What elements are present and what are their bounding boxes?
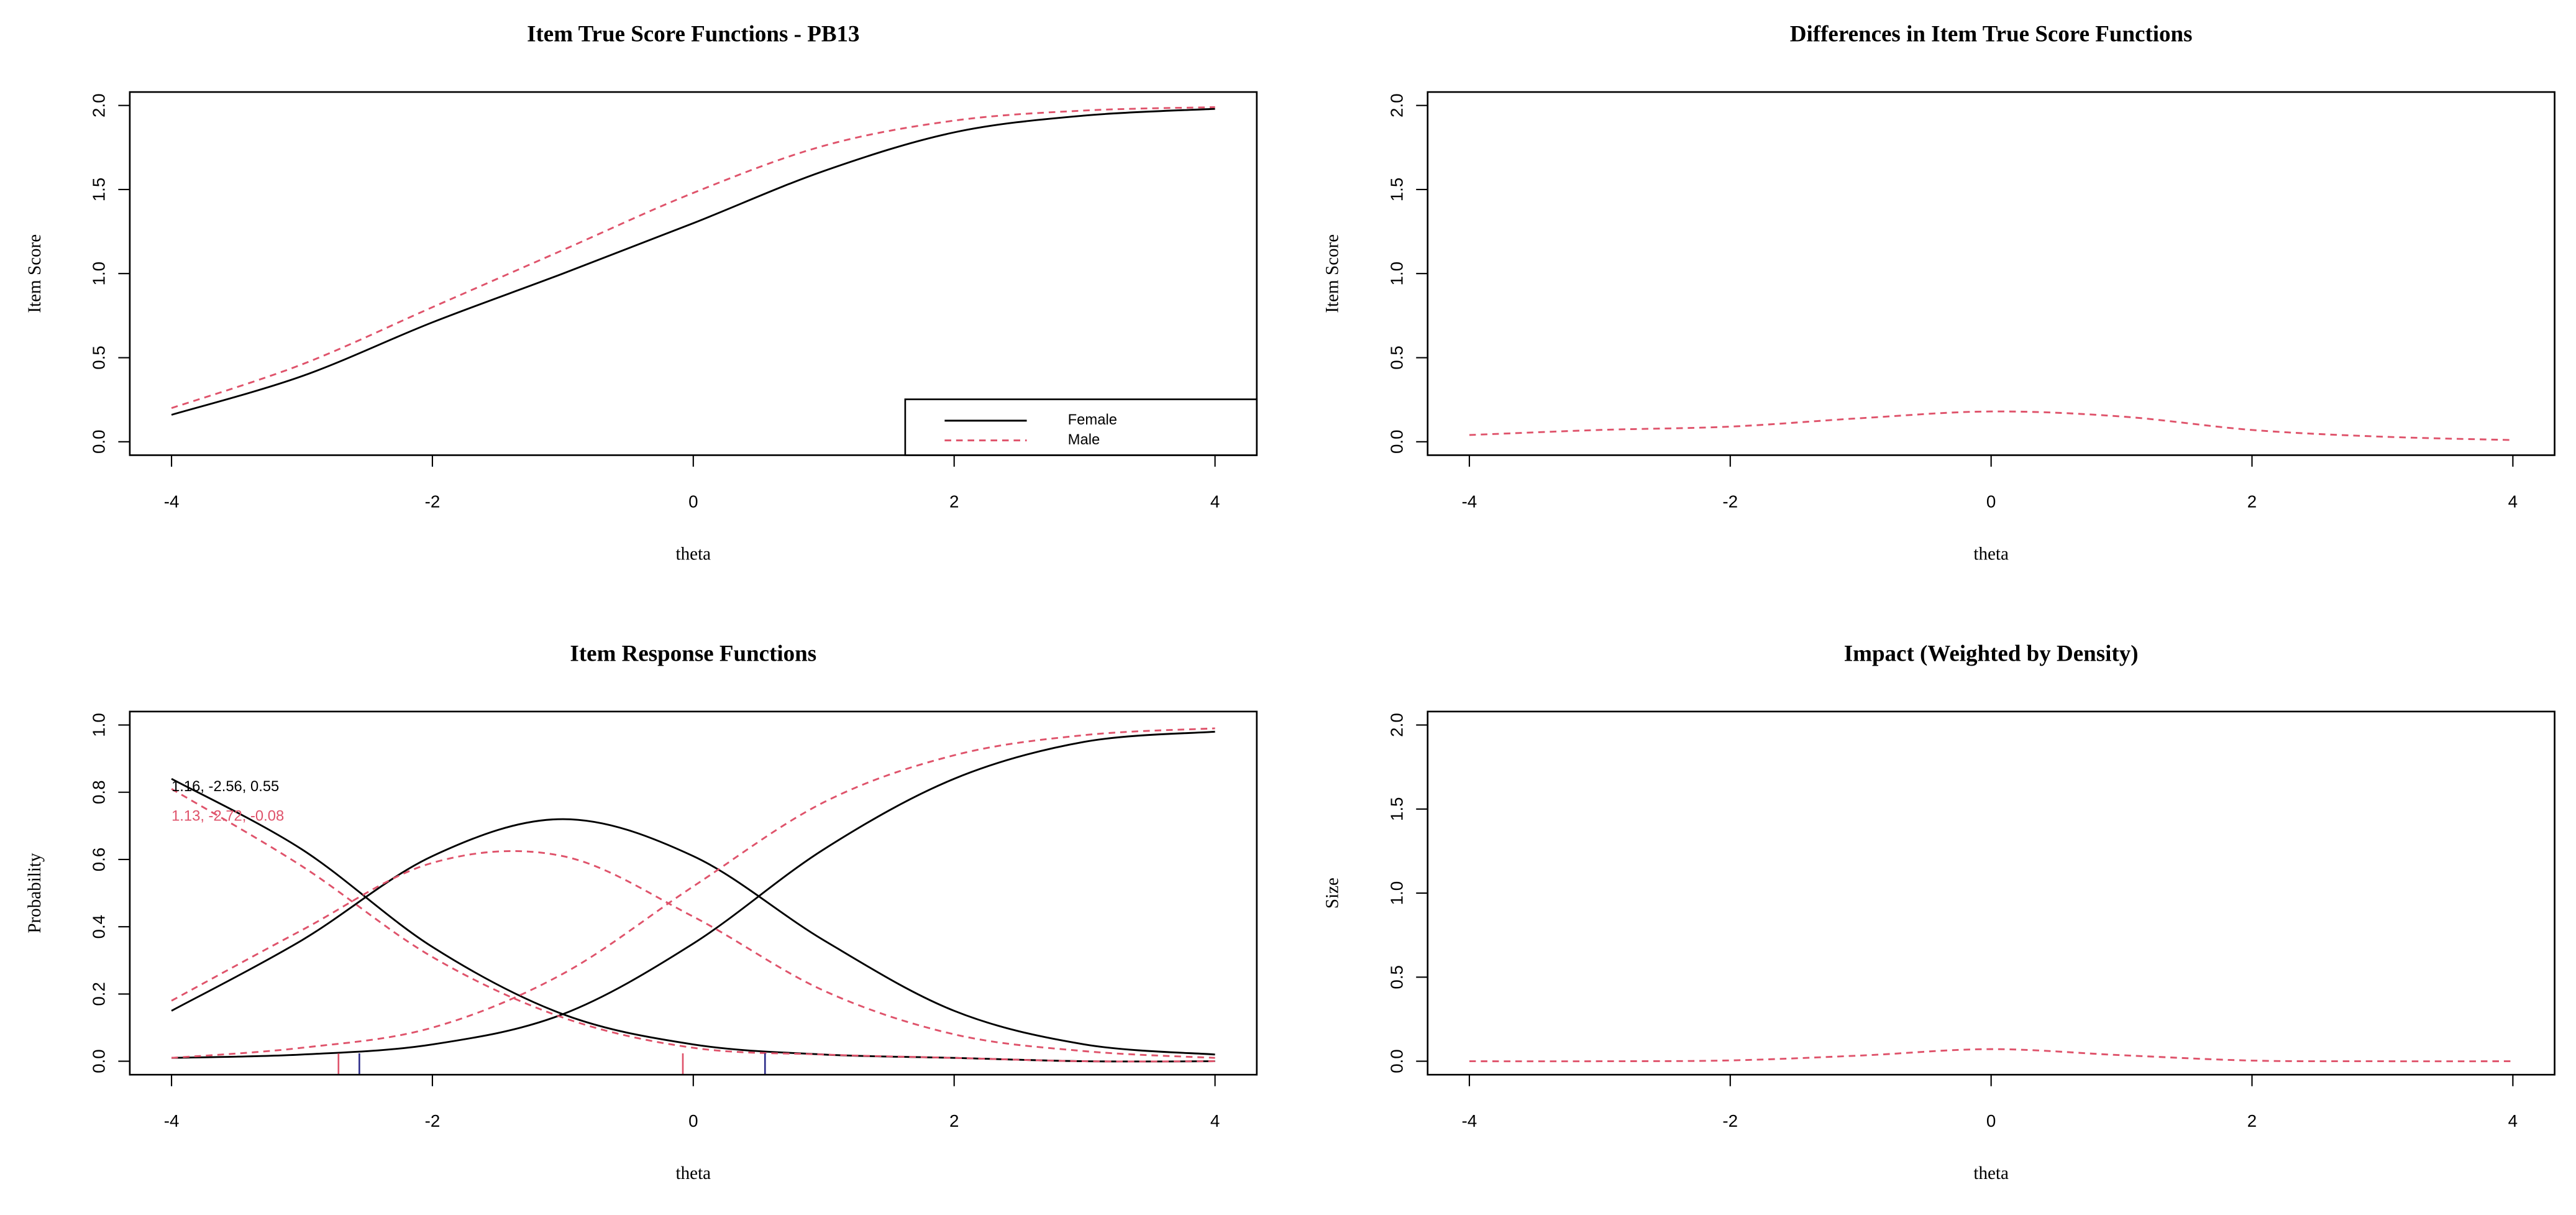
y-tick-label: 0.0 [89, 429, 109, 454]
legend-label: Male [1068, 431, 1100, 448]
series-line [171, 106, 1215, 410]
x-tick-label: 0 [1986, 492, 1996, 511]
y-tick-label: 1.5 [89, 178, 109, 202]
plot-frame [1427, 91, 2555, 456]
y-tick-label: 2.0 [1387, 713, 1406, 737]
y-tick-label: 0.5 [1387, 965, 1406, 989]
panel-title: Item True Score Functions - PB13 [527, 22, 859, 47]
panel: Differences in Item True Score Functions… [1323, 22, 2555, 564]
plot-frame [129, 91, 1258, 456]
y-tick-label: 1.0 [1387, 262, 1406, 286]
series-line [171, 730, 1215, 1059]
x-tick-label: 0 [688, 492, 698, 511]
y-tick-label: 0.0 [1387, 1049, 1406, 1073]
y-tick-label: 1.5 [1387, 797, 1406, 822]
y-tick-label: 0.0 [89, 1049, 109, 1073]
panel-title: Differences in Item True Score Functions [1790, 22, 2193, 47]
x-tick-label: -2 [1722, 1111, 1738, 1130]
series-line [171, 727, 1215, 1059]
x-tick-label: -2 [1722, 492, 1738, 511]
series-line [171, 850, 1215, 1059]
x-tick-label: 4 [2508, 1111, 2518, 1130]
plot-frame [1427, 710, 2555, 1076]
x-tick-label: 2 [2247, 492, 2257, 511]
y-axis-label: Probability [25, 853, 45, 933]
x-tick-label: 2 [949, 1111, 959, 1130]
series-line [171, 818, 1215, 1056]
x-tick-label: 4 [1210, 1111, 1220, 1130]
panel: Item Response Functions theta Probability -… [25, 641, 1258, 1183]
figure-content: Item True Score Functions - PB13thetaIte… [25, 22, 2555, 1183]
plot-frame [129, 710, 1258, 1076]
x-tick-label: -4 [1462, 1111, 1478, 1130]
y-axis-label: Item Score [1323, 234, 1343, 313]
y-tick-label: 1.0 [1387, 881, 1406, 906]
y-tick-label: 0.0 [1387, 429, 1406, 454]
y-tick-label: 0.2 [89, 982, 109, 1006]
y-tick-label: 0.5 [89, 346, 109, 370]
y-tick-label: 0.6 [89, 848, 109, 872]
y-tick-label: 0.4 [89, 915, 109, 939]
x-tick-label: 0 [688, 1111, 698, 1130]
legend-label: Female [1068, 411, 1117, 428]
y-tick-label: 2.0 [89, 93, 109, 117]
x-tick-label: 4 [2508, 492, 2518, 511]
x-axis-label: theta [1973, 544, 2009, 564]
x-tick-label: 2 [949, 492, 959, 511]
y-tick-label: 2.0 [1387, 93, 1406, 117]
x-tick-label: -4 [1462, 492, 1478, 511]
y-tick-label: 1.5 [1387, 178, 1406, 202]
x-tick-label: -4 [164, 1111, 180, 1130]
annotation: 1.16, -2.56, 0.55 [171, 778, 279, 795]
panel: Impact (Weighted by Density) theta Size -4 -… [1323, 641, 2555, 1183]
x-axis-label: theta [676, 1163, 711, 1183]
y-tick-label: 0.5 [1387, 346, 1406, 370]
series-line [171, 777, 1215, 1063]
series-line [171, 788, 1215, 1063]
y-tick-label: 1.0 [89, 262, 109, 286]
panel-title: Impact (Weighted by Density) [1844, 641, 2139, 666]
y-tick-label: 1.0 [89, 713, 109, 737]
series-line [1469, 410, 2513, 441]
x-axis-label: theta [676, 544, 711, 564]
x-tick-label: -2 [425, 492, 441, 511]
x-tick-label: 0 [1986, 1111, 1996, 1130]
y-tick-label: 0.8 [89, 780, 109, 804]
panel: Item True Score Functions - PB13 theta Ite… [25, 22, 1258, 564]
x-tick-label: 4 [1210, 492, 1220, 511]
series-line [1469, 1048, 2513, 1063]
legend-box [904, 398, 1258, 456]
x-axis-label: theta [1973, 1163, 2009, 1183]
x-tick-label: -2 [425, 1111, 441, 1130]
y-axis-label: Item Score [25, 234, 45, 313]
annotation: 1.13, -2.72, -0.08 [171, 807, 284, 824]
series-line [171, 108, 1215, 416]
x-tick-label: -4 [164, 492, 180, 511]
x-tick-label: 2 [2247, 1111, 2257, 1130]
y-axis-label: Size [1323, 878, 1343, 909]
panel-title: Item Response Functions [570, 641, 816, 666]
